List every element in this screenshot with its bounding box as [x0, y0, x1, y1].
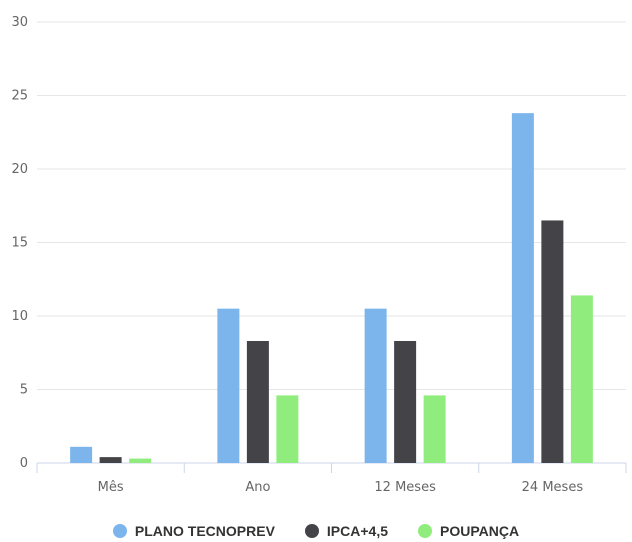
bar: [364, 308, 387, 463]
bar: [394, 340, 417, 463]
legend-item-plano-tecnoprev[interactable]: PLANO TECNOPREV: [112, 523, 275, 539]
x-tick-label: 12 Meses: [374, 480, 436, 495]
bar-chart: 0 5 10 15 20 25 30 Mês Ano 12 Meses 24 Meses: [11, 15, 627, 495]
x-tick-label: Mês: [98, 480, 124, 495]
y-tick-label: 15: [11, 236, 28, 251]
bar: [70, 446, 93, 463]
bar: [541, 220, 564, 463]
x-tick-label: 24 Meses: [522, 480, 584, 495]
chart-legend: PLANO TECNOPREV IPCA+4,5 POUPANÇA: [0, 520, 632, 542]
legend-marker-icon: [304, 524, 319, 538]
bar: [511, 113, 534, 463]
bar: [276, 395, 299, 463]
y-tick-label: 5: [20, 383, 28, 398]
legend-marker-icon: [112, 524, 127, 538]
bar: [129, 458, 152, 463]
legend-label: POUPANÇA: [440, 523, 520, 539]
bar: [99, 457, 122, 463]
legend-label: PLANO TECNOPREV: [134, 523, 275, 539]
legend-marker-icon: [418, 524, 433, 538]
legend-item-ipca[interactable]: IPCA+4,5: [304, 523, 389, 539]
bar: [246, 340, 269, 463]
y-tick-label: 10: [11, 309, 28, 324]
y-tick-label: 30: [11, 15, 28, 30]
y-tick-label: 0: [20, 456, 28, 471]
bar: [423, 395, 446, 463]
bar: [570, 295, 593, 463]
legend-item-poupanca[interactable]: POUPANÇA: [418, 523, 519, 539]
y-tick-label: 25: [11, 89, 28, 104]
legend-label: IPCA+4,5: [326, 523, 389, 539]
x-tick-label: Ano: [245, 480, 270, 495]
y-tick-label: 20: [11, 162, 28, 177]
bar: [217, 308, 240, 463]
